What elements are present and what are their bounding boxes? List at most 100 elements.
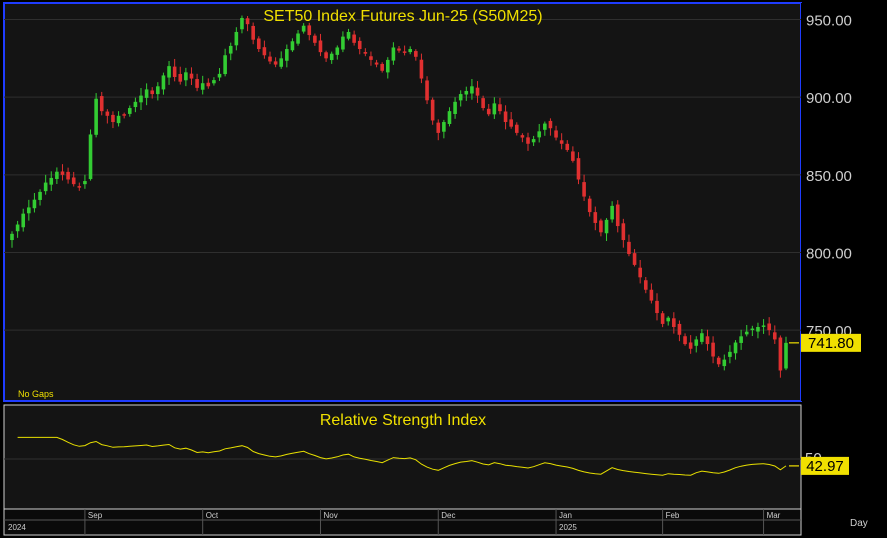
- candle: [66, 167, 70, 184]
- candle: [593, 206, 598, 231]
- rsi-line: [17, 436, 787, 476]
- rsi-last-value: 42.97: [806, 458, 844, 475]
- candle: [503, 105, 508, 130]
- candle: [599, 218, 603, 237]
- candle: [116, 111, 121, 127]
- candle: [750, 325, 755, 337]
- candle: [27, 199, 31, 221]
- candle: [778, 335, 783, 378]
- candle: [335, 45, 340, 60]
- candle: [744, 324, 749, 337]
- price-tick-label: 850.00: [806, 168, 852, 185]
- candle: [543, 121, 547, 136]
- candle: [385, 57, 390, 79]
- candle: [374, 59, 379, 68]
- candle: [178, 66, 183, 85]
- candle: [127, 105, 132, 117]
- candle: [111, 111, 115, 129]
- price-tick-label: 900.00: [806, 90, 852, 107]
- candle: [313, 33, 317, 46]
- candle: [397, 46, 401, 53]
- candle: [772, 325, 777, 344]
- candle: [705, 329, 710, 351]
- price-last-value: 741.80: [808, 335, 854, 352]
- candle: [537, 123, 542, 143]
- candle: [700, 328, 704, 345]
- candle: [200, 75, 205, 95]
- candle: [15, 220, 20, 238]
- candle: [464, 86, 469, 101]
- candle: [520, 133, 525, 143]
- month-label: Sep: [88, 511, 103, 520]
- time-axis-labels: Sep Oct Nov Dec Jan Feb Mar 2024 2025: [8, 509, 781, 535]
- candle: [554, 125, 558, 141]
- candle: [38, 189, 42, 206]
- candle: [144, 83, 149, 106]
- candle: [77, 182, 82, 191]
- price-gridlines: [4, 19, 801, 331]
- time-axis: [3, 508, 802, 536]
- candle: [672, 312, 676, 334]
- candle: [526, 132, 530, 151]
- price-last-value-badge: [801, 333, 861, 352]
- candle: [346, 28, 351, 41]
- period-label: Day: [850, 518, 868, 529]
- candle: [615, 200, 620, 233]
- candle: [621, 218, 626, 248]
- candle: [301, 23, 306, 34]
- candle: [733, 340, 738, 360]
- candle: [273, 57, 278, 68]
- candle: [307, 22, 312, 41]
- candle: [447, 107, 452, 127]
- candle: [453, 97, 457, 119]
- candle: [352, 30, 356, 46]
- rsi-panel: [3, 404, 802, 510]
- candle: [341, 31, 345, 53]
- candle: [251, 22, 255, 45]
- candle: [436, 119, 441, 141]
- candle: [223, 48, 227, 77]
- candle: [716, 356, 721, 368]
- candle: [49, 171, 54, 191]
- candle: [88, 129, 93, 181]
- candle: [649, 283, 654, 304]
- candle: [576, 152, 581, 185]
- candle: [655, 293, 659, 321]
- candle: [83, 174, 87, 189]
- candle: [638, 259, 642, 284]
- candle: [105, 109, 110, 124]
- candle: [761, 319, 766, 334]
- month-label: Jan: [559, 511, 572, 520]
- candle: [206, 78, 211, 89]
- candle: [391, 42, 396, 65]
- candle: [10, 231, 14, 248]
- month-label: Dec: [441, 511, 455, 520]
- candle: [21, 208, 26, 232]
- candle: [357, 37, 362, 55]
- candle: [414, 49, 418, 61]
- candle: [481, 95, 485, 111]
- candle: [195, 73, 199, 92]
- candle: [369, 51, 373, 66]
- candle: [509, 112, 513, 129]
- candle: [498, 97, 502, 115]
- candle: [228, 42, 233, 61]
- candle: [531, 135, 536, 146]
- candle: [632, 249, 637, 267]
- candle: [285, 44, 289, 68]
- candle: [492, 97, 497, 119]
- candle: [268, 51, 272, 65]
- candle: [184, 67, 188, 87]
- candle: [262, 40, 267, 59]
- candle: [99, 91, 104, 116]
- candle: [290, 38, 295, 52]
- candle: [139, 87, 143, 110]
- month-label: Feb: [666, 511, 680, 520]
- candle: [279, 51, 284, 69]
- candle: [324, 50, 328, 62]
- year-label: 2024: [8, 523, 26, 532]
- candle: [677, 320, 682, 342]
- candle: [711, 336, 715, 364]
